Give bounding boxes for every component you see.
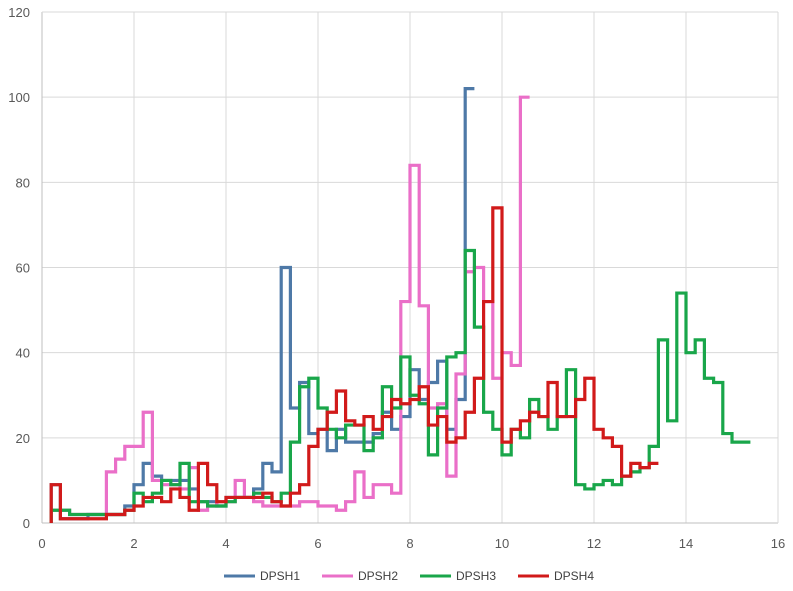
plot-area-series — [49, 87, 751, 523]
legend-label: DPSH1 — [260, 569, 300, 583]
x-tick-label: 10 — [495, 536, 509, 551]
y-tick-label: 0 — [23, 516, 30, 531]
x-axis-tick-labels: 0 2 4 6 8 10 12 14 16 — [38, 536, 785, 551]
x-tick-label: 2 — [130, 536, 137, 551]
x-tick-label: 6 — [314, 536, 321, 551]
x-tick-label: 8 — [406, 536, 413, 551]
legend-item-dpsh4: DPSH4 — [518, 569, 594, 583]
y-tick-label: 100 — [8, 90, 30, 105]
legend-item-dpsh1: DPSH1 — [224, 569, 300, 583]
y-axis-tick-labels: 0 20 40 60 80 100 120 — [8, 5, 30, 531]
y-tick-label: 120 — [8, 5, 30, 20]
legend-label: DPSH3 — [456, 569, 496, 583]
series-line-dpsh2 — [49, 95, 530, 523]
axes — [41, 11, 779, 524]
legend: DPSH1 DPSH2 DPSH3 DPSH4 — [224, 569, 594, 583]
y-tick-label: 20 — [16, 431, 30, 446]
legend-label: DPSH4 — [554, 569, 594, 583]
legend-label: DPSH2 — [358, 569, 398, 583]
series-line-dpsh4 — [49, 206, 659, 523]
legend-item-dpsh3: DPSH3 — [420, 569, 496, 583]
y-tick-label: 80 — [16, 175, 30, 190]
y-tick-label: 40 — [16, 346, 30, 361]
x-tick-label: 16 — [771, 536, 785, 551]
legend-item-dpsh2: DPSH2 — [322, 569, 398, 583]
x-tick-label: 0 — [38, 536, 45, 551]
x-tick-label: 4 — [222, 536, 229, 551]
x-tick-label: 12 — [587, 536, 601, 551]
y-tick-label: 60 — [16, 261, 30, 276]
x-tick-label: 14 — [679, 536, 693, 551]
